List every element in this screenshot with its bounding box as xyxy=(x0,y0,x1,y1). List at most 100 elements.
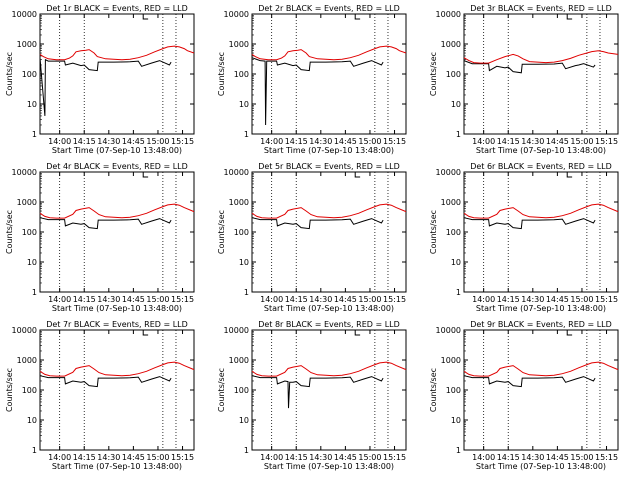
x-tick-label: 14:45 xyxy=(122,453,145,462)
x-tick-label: 15:15 xyxy=(383,137,406,146)
x-tick-label: 14:15 xyxy=(73,453,96,462)
panel-9: Det 9r BLACK = Events, RED = LLD 1 10 100 10… xyxy=(429,320,619,471)
series-lld-line xyxy=(463,203,619,219)
plot-frame xyxy=(463,329,619,451)
interval-marker xyxy=(566,14,573,20)
x-tick-label: 14:15 xyxy=(497,137,520,146)
x-tick-label: 15:15 xyxy=(383,453,406,462)
y-tick-label: 1000 xyxy=(17,40,37,49)
series-lld-line xyxy=(463,50,619,64)
x-tick-label: 15:15 xyxy=(595,453,618,462)
y-tick-label: 10 xyxy=(239,416,249,425)
x-tick-label: 15:00 xyxy=(570,137,593,146)
x-tick-label: 14:30 xyxy=(309,137,332,146)
plot-frame xyxy=(251,171,407,293)
series-lld-line xyxy=(463,361,619,377)
series-events-line xyxy=(463,60,596,74)
x-tick-label: 14:30 xyxy=(521,137,544,146)
panel-title: Det 5r BLACK = Events, RED = LLD xyxy=(258,162,400,171)
plot-frame xyxy=(463,171,619,293)
interval-marker xyxy=(354,172,361,178)
x-tick-label: 15:00 xyxy=(146,295,169,304)
panel-title: Det 8r BLACK = Events, RED = LLD xyxy=(258,320,400,329)
y-tick-label: 1 xyxy=(456,130,461,139)
series-lld-line xyxy=(251,45,407,61)
series-lld-line xyxy=(251,203,407,219)
x-tick-label: 15:15 xyxy=(595,137,618,146)
y-tick-label: 100 xyxy=(234,70,249,79)
y-tick-label: 10000 xyxy=(12,10,37,19)
y-tick-label: 10000 xyxy=(12,326,37,335)
x-tick-label: 15:15 xyxy=(171,453,194,462)
series-events-line xyxy=(463,217,596,230)
y-tick-label: 100 xyxy=(234,386,249,395)
x-tick-label: 14:45 xyxy=(334,295,357,304)
x-axis-label: Start Time (07-Sep-10 13:48:00) xyxy=(52,462,182,471)
y-tick-label: 10000 xyxy=(436,168,461,177)
x-tick-label: 15:15 xyxy=(595,295,618,304)
x-tick-label: 14:00 xyxy=(260,137,283,146)
y-tick-label: 10000 xyxy=(224,10,249,19)
series-events-line xyxy=(39,57,172,116)
panel-title: Det 7r BLACK = Events, RED = LLD xyxy=(46,320,188,329)
x-tick-label: 14:00 xyxy=(48,453,71,462)
x-axis-label: Start Time (07-Sep-10 13:48:00) xyxy=(52,304,182,313)
x-axis-label: Start Time (07-Sep-10 13:48:00) xyxy=(476,304,606,313)
plot-frame xyxy=(39,171,195,293)
y-tick-label: 1 xyxy=(244,288,249,297)
y-tick-label: 10 xyxy=(451,416,461,425)
y-tick-label: 1000 xyxy=(441,356,461,365)
x-axis-label: Start Time (07-Sep-10 13:48:00) xyxy=(476,462,606,471)
y-axis-label: Counts/sec xyxy=(5,368,14,412)
y-tick-label: 1 xyxy=(456,288,461,297)
interval-marker xyxy=(354,330,361,336)
series-events-line xyxy=(39,375,172,388)
y-tick-label: 1000 xyxy=(441,40,461,49)
x-tick-label: 15:15 xyxy=(383,295,406,304)
y-tick-label: 10 xyxy=(451,258,461,267)
x-tick-label: 14:30 xyxy=(97,137,120,146)
y-tick-label: 10 xyxy=(27,258,37,267)
panel-3: Det 3r BLACK = Events, RED = LLD 1 10 100 10… xyxy=(429,4,619,155)
x-axis-label: Start Time (07-Sep-10 13:48:00) xyxy=(264,462,394,471)
x-tick-label: 14:45 xyxy=(122,295,145,304)
x-tick-label: 14:30 xyxy=(309,295,332,304)
y-tick-label: 1000 xyxy=(17,356,37,365)
x-tick-label: 15:00 xyxy=(358,453,381,462)
x-axis-label: Start Time (07-Sep-10 13:48:00) xyxy=(264,146,394,155)
y-tick-label: 1000 xyxy=(229,40,249,49)
y-axis-label: Counts/sec xyxy=(5,210,14,254)
y-tick-label: 1000 xyxy=(17,198,37,207)
y-tick-label: 100 xyxy=(446,70,461,79)
x-axis-label: Start Time (07-Sep-10 13:48:00) xyxy=(476,146,606,155)
x-tick-label: 14:45 xyxy=(546,295,569,304)
plot-frame xyxy=(39,329,195,451)
y-axis-label: Counts/sec xyxy=(5,52,14,96)
x-tick-label: 14:15 xyxy=(73,295,96,304)
y-tick-label: 10000 xyxy=(12,168,37,177)
x-tick-label: 15:00 xyxy=(570,453,593,462)
y-tick-label: 1000 xyxy=(229,198,249,207)
x-tick-label: 14:00 xyxy=(472,453,495,462)
panel-title: Det 3r BLACK = Events, RED = LLD xyxy=(470,4,612,13)
panel-title: Det 2r BLACK = Events, RED = LLD xyxy=(258,4,400,13)
y-tick-label: 1000 xyxy=(441,198,461,207)
x-axis-label: Start Time (07-Sep-10 13:48:00) xyxy=(264,304,394,313)
x-tick-label: 14:15 xyxy=(497,453,520,462)
interval-marker xyxy=(566,330,573,336)
series-events-line xyxy=(463,375,596,388)
x-tick-label: 14:45 xyxy=(334,137,357,146)
x-tick-label: 14:30 xyxy=(521,295,544,304)
x-axis-label: Start Time (07-Sep-10 13:48:00) xyxy=(52,146,182,155)
y-tick-label: 10000 xyxy=(224,326,249,335)
y-tick-label: 10 xyxy=(451,100,461,109)
y-axis-label: Counts/sec xyxy=(217,210,226,254)
plot-frame xyxy=(251,329,407,451)
y-tick-label: 1 xyxy=(244,446,249,455)
y-tick-label: 100 xyxy=(446,386,461,395)
series-events-line xyxy=(39,217,172,230)
plot-frame xyxy=(39,13,195,135)
panel-1: Det 1r BLACK = Events, RED = LLD 1 10 100 10… xyxy=(5,4,195,155)
panel-4: Det 4r BLACK = Events, RED = LLD 1 10 100 10… xyxy=(5,162,195,313)
